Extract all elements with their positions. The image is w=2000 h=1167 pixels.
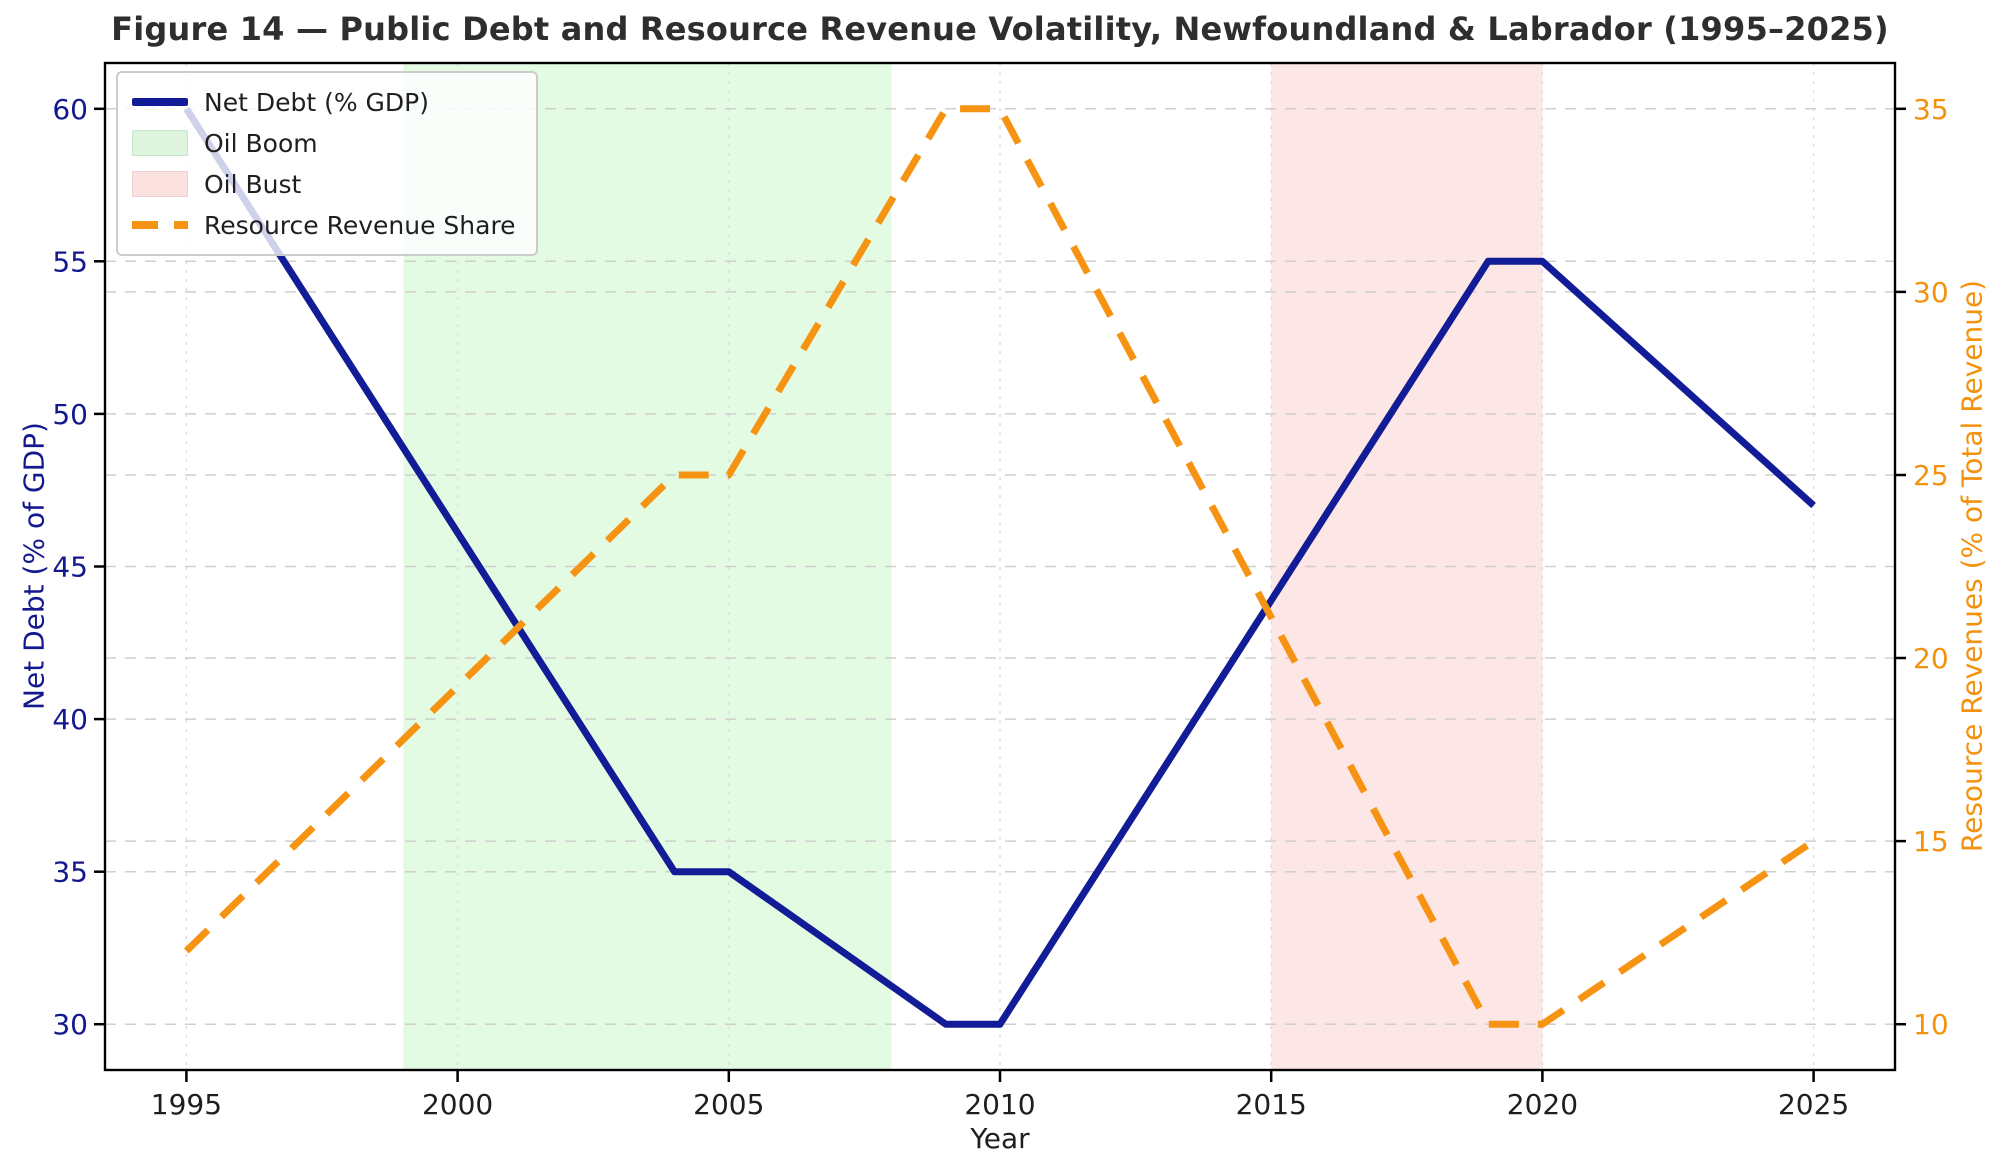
y-left-tick-label: 40 (52, 703, 88, 736)
y-right-tick-label: 25 (1913, 459, 1949, 492)
y-right-tick-label: 30 (1913, 276, 1949, 309)
legend: Net Debt (% GDP) Oil Boom Oil Bust Resource… (116, 71, 538, 256)
y-left-tick-label: 55 (52, 245, 88, 278)
y-left-tick-label: 50 (52, 398, 88, 431)
legend-item-resource-revenue-share: Resource Revenue Share (132, 208, 516, 242)
legend-line-swatch (132, 221, 188, 229)
legend-patch-swatch (132, 130, 188, 156)
y-left-tick-label: 45 (52, 551, 88, 584)
x-tick-label: 2020 (1507, 1088, 1578, 1121)
y-right-tick-label: 35 (1913, 93, 1949, 126)
x-tick-label: 2010 (964, 1088, 1035, 1121)
y-right-tick-label: 20 (1913, 642, 1949, 675)
y-left-tick-label: 60 (52, 93, 88, 126)
legend-item-oil-bust: Oil Bust (132, 167, 516, 201)
series-line-resource-revenue-share (183, 105, 1816, 1028)
legend-label: Oil Bust (204, 169, 302, 199)
x-tick-label: 2025 (1778, 1088, 1849, 1121)
legend-label: Oil Boom (204, 128, 318, 158)
legend-line-swatch (132, 98, 188, 106)
x-axis-label: Year (970, 1122, 1030, 1155)
y-right-tick-label: 10 (1913, 1008, 1949, 1041)
y-right-tick-label: 15 (1913, 825, 1949, 858)
y-left-tick-label: 30 (52, 1008, 88, 1041)
x-tick-label: 2015 (1236, 1088, 1307, 1121)
legend-item-net-debt-gdp-: Net Debt (% GDP) (132, 85, 516, 119)
y-axis-label-left: Net Debt (% of GDP) (17, 422, 51, 710)
x-tick-label: 1995 (151, 1088, 222, 1121)
legend-label: Resource Revenue Share (204, 210, 516, 240)
legend-patch-swatch (132, 171, 188, 197)
y-axis-label-right: Resource Revenues (% of Total Revenue) (1955, 279, 1989, 853)
legend-item-oil-boom: Oil Boom (132, 126, 516, 160)
y-left-tick-label: 35 (52, 856, 88, 889)
x-tick-label: 2000 (422, 1088, 493, 1121)
chart-title: Figure 14 — Public Debt and Resource Rev… (111, 10, 1889, 48)
legend-label: Net Debt (% GDP) (204, 87, 429, 117)
x-tick-label: 2005 (693, 1088, 764, 1121)
series-line-net-debt-gdp- (183, 106, 1816, 1028)
